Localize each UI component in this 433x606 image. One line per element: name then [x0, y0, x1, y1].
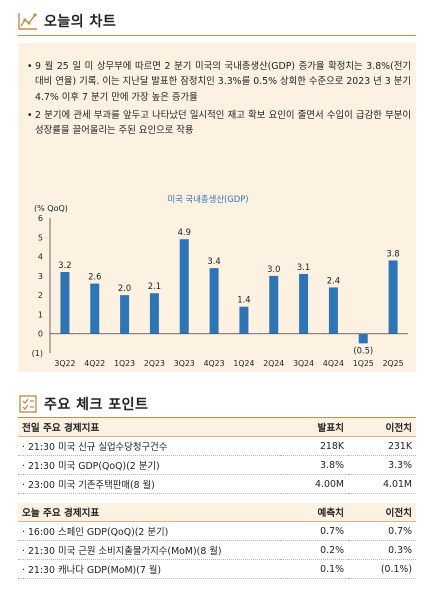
- bar: [149, 293, 159, 334]
- key-points-title: 주요 체크 포인트: [44, 397, 149, 413]
- data-label: 2.1: [148, 281, 161, 291]
- x-tick-label: 3Q22: [54, 359, 75, 368]
- table-row: · 21:30 캐나다 GDP(MoM)(7 월) 0.1% (0.1%): [18, 559, 416, 579]
- y-tick-label: 4: [38, 253, 43, 262]
- y-tick-label: 1: [38, 310, 43, 319]
- summary-bullet-text: 2 분기에 관세 부과를 앞두고 나타났던 일시적인 재고 확보 요인이 줄면서…: [35, 109, 411, 137]
- bar: [239, 306, 249, 334]
- bar: [209, 268, 219, 334]
- y-tick-label: (1): [32, 349, 43, 358]
- data-label: 3.1: [297, 262, 310, 272]
- x-tick-label: 2Q24: [263, 359, 284, 368]
- actual-value: 3.8%: [280, 455, 348, 475]
- previous-value: 4.01M: [348, 474, 416, 494]
- summary-bullet-text: 9 월 25 일 미 상무부에 따르면 2 분기 미국의 국내총생산(GDP) …: [35, 61, 411, 103]
- indicator-name: 16:00 스페인 GDP(QoQ)(2 분기): [27, 527, 169, 538]
- data-label: 2.0: [118, 283, 131, 293]
- actual-value: 4.00M: [280, 474, 348, 494]
- bar: [269, 275, 279, 334]
- forecast-value: 0.1%: [280, 559, 348, 579]
- chart-title: 미국 국내총생산(GDP): [167, 194, 248, 204]
- x-tick-label: 4Q23: [204, 359, 225, 368]
- forecast-value: 0.7%: [280, 521, 348, 541]
- today-chart-title: 오늘의 차트: [44, 14, 117, 30]
- data-label: 3.8: [386, 248, 399, 258]
- y-tick-label: 6: [38, 214, 43, 223]
- indicator-name: 23:00 미국 기존주택판매(8 월): [27, 480, 155, 491]
- table-row: · 21:30 미국 GDP(QoQ)(2 분기) 3.8% 3.3%: [18, 455, 416, 475]
- gdp-bar-chart: 미국 국내총생산(GDP) (% QoQ)6 5 4 3 2 1 0 (1) 3.2 3Q22 2.6…: [32, 194, 408, 368]
- table-header: 발표치: [280, 418, 348, 437]
- table-header: 오늘 주요 경제지표: [18, 503, 280, 522]
- indicator-name: 21:30 캐나다 GDP(MoM)(7 월): [27, 565, 162, 576]
- x-tick-label: 1Q25: [353, 359, 374, 368]
- summary-bullet: • 9 월 25 일 미 상무부에 따르면 2 분기 미국의 국내총생산(GDP)…: [27, 59, 411, 105]
- data-label: 3.0: [267, 264, 280, 274]
- previous-value: 0.3%: [348, 540, 416, 560]
- bar: [358, 333, 368, 344]
- summary-bullet: • 2 분기에 관세 부과를 앞두고 나타났던 일시적인 재고 확보 요인이 줄면…: [27, 108, 411, 139]
- previous-value: (0.1%): [348, 559, 416, 579]
- x-tick-label: 2Q25: [383, 359, 404, 368]
- chart-panel: • 9 월 25 일 미 상무부에 따르면 2 분기 미국의 국내총생산(GDP)…: [18, 43, 416, 372]
- previous-value: 3.3%: [348, 455, 416, 475]
- forecast-value: 0.2%: [280, 540, 348, 560]
- bar: [179, 239, 189, 334]
- table-row: · 16:00 스페인 GDP(QoQ)(2 분기) 0.7% 0.7%: [18, 521, 416, 541]
- section-divider: [18, 35, 416, 36]
- previous-value: 231K: [348, 436, 416, 456]
- line-chart-icon: [18, 13, 37, 30]
- y-tick-label: 5: [38, 233, 43, 242]
- y-tick-label: 3: [38, 272, 43, 281]
- x-tick-label: 3Q24: [293, 359, 314, 368]
- data-label: 2.4: [327, 275, 340, 285]
- x-tick-label: 2Q23: [144, 359, 165, 368]
- table-header: 이전치: [348, 418, 416, 437]
- bar: [299, 273, 309, 334]
- x-tick-label: 4Q24: [323, 359, 344, 368]
- data-label: 1.4: [237, 295, 250, 305]
- section-divider: [18, 417, 416, 418]
- y-tick-label: 0: [38, 330, 43, 339]
- data-label: 3.4: [207, 256, 220, 266]
- today-indicators-table: 오늘 주요 경제지표 예측치 이전치 · 16:00 스페인 GDP(QoQ)(…: [18, 503, 416, 579]
- y-tick-label: 2: [38, 291, 43, 300]
- data-label: 4.9: [178, 227, 191, 237]
- data-label: 3.2: [58, 260, 71, 270]
- checklist-icon: [19, 395, 37, 413]
- table-header: 이전치: [348, 503, 416, 522]
- y-axis-label: (% QoQ): [34, 204, 68, 213]
- bar: [120, 295, 130, 334]
- table-header: 예측치: [280, 503, 348, 522]
- x-tick-label: 1Q23: [114, 359, 135, 368]
- table-row: · 21:30 미국 근원 소비지출물가지수(MoM)(8 월) 0.2% 0.…: [18, 540, 416, 560]
- key-points-header: 주요 체크 포인트: [18, 394, 148, 414]
- bar: [60, 272, 70, 334]
- summary-bullets: • 9 월 25 일 미 상무부에 따르면 2 분기 미국의 국내총생산(GDP)…: [27, 59, 411, 141]
- indicator-name: 21:30 미국 신규 실업수당청구건수: [27, 442, 168, 453]
- table-header: 전일 주요 경제지표: [18, 418, 280, 437]
- table-row: · 23:00 미국 기존주택판매(8 월) 4.00M 4.01M: [18, 474, 416, 494]
- x-tick-label: 1Q24: [233, 359, 254, 368]
- x-tick-label: 4Q22: [84, 359, 105, 368]
- data-label: 2.6: [88, 272, 101, 282]
- today-chart-header: 오늘의 차트: [18, 11, 116, 31]
- bar: [388, 260, 398, 334]
- indicator-name: 21:30 미국 근원 소비지출물가지수(MoM)(8 월): [27, 546, 222, 557]
- actual-value: 218K: [280, 436, 348, 456]
- bar: [90, 283, 100, 334]
- previous-value: 0.7%: [348, 521, 416, 541]
- indicator-name: 21:30 미국 GDP(QoQ)(2 분기): [27, 461, 160, 472]
- x-tick-label: 3Q23: [174, 359, 195, 368]
- bar: [328, 287, 338, 334]
- prev-indicators-table: 전일 주요 경제지표 발표치 이전치 · 21:30 미국 신규 실업수당청구건…: [18, 418, 416, 494]
- table-row: · 21:30 미국 신규 실업수당청구건수 218K 231K: [18, 436, 416, 456]
- data-label: (0.5): [353, 345, 373, 355]
